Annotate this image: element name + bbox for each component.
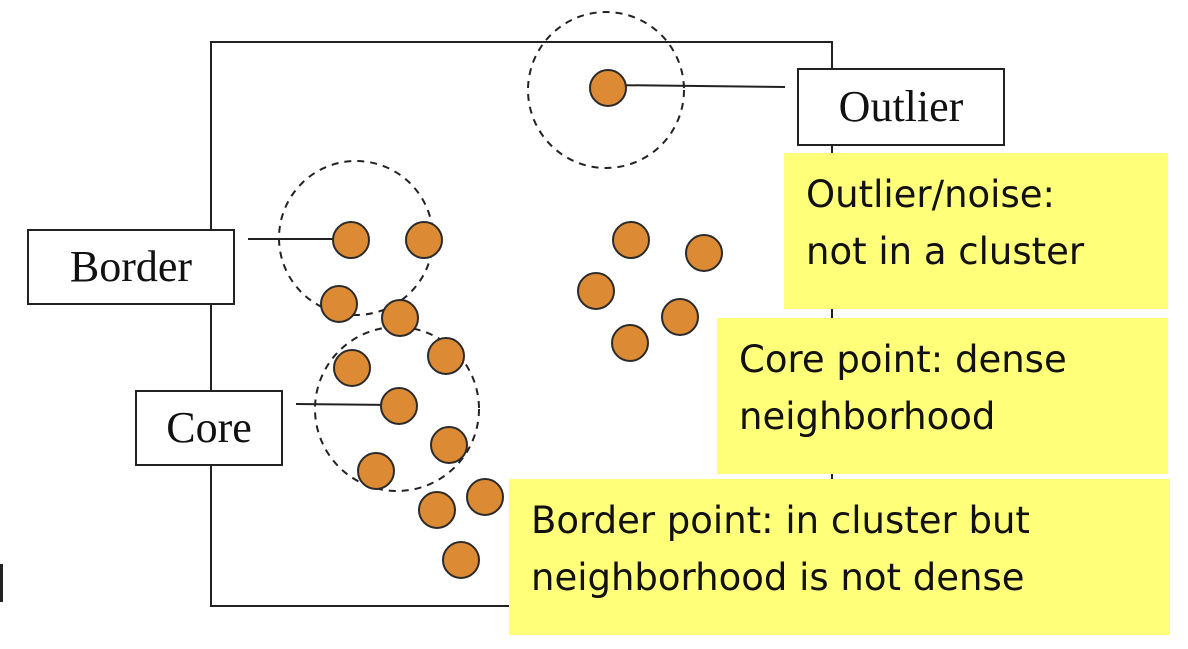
outlier-label: Outlier: [797, 68, 1005, 146]
data-point: [661, 298, 699, 336]
data-points: [320, 69, 723, 579]
outlier-leader-line: [607, 84, 786, 88]
data-point: [405, 221, 443, 259]
note-line: neighborhood: [739, 395, 996, 438]
border-point: [332, 221, 370, 259]
slide-edge-mark: [0, 564, 3, 602]
note-line: Border point: in cluster but: [531, 499, 1030, 542]
data-point: [685, 234, 723, 272]
data-point: [442, 541, 480, 579]
note-line: Core point: dense: [739, 338, 1067, 381]
outlier-definition-note: Outlier/noise: not in a cluster: [784, 153, 1168, 309]
border-label: Border: [27, 229, 235, 305]
data-point: [320, 285, 358, 323]
data-point: [612, 221, 650, 259]
core-neighborhood: [314, 326, 480, 492]
data-point: [427, 337, 465, 375]
core-definition-note: Core point: dense neighborhood: [717, 318, 1168, 474]
outlier-point: [589, 69, 627, 107]
outlier-neighborhood: [527, 11, 685, 169]
note-line: not in a cluster: [806, 230, 1085, 273]
data-point: [381, 299, 419, 337]
data-point: [418, 491, 456, 529]
data-point: [333, 349, 371, 387]
core-label: Core: [135, 390, 283, 466]
data-point: [357, 452, 395, 490]
data-point: [466, 478, 504, 516]
border-definition-note: Border point: in cluster but neighborhoo…: [509, 479, 1170, 635]
note-line: neighborhood is not dense: [531, 556, 1025, 599]
data-point: [430, 426, 468, 464]
data-point: [577, 272, 615, 310]
data-point: [611, 324, 649, 362]
note-line: Outlier/noise:: [806, 173, 1055, 216]
core-point: [380, 387, 418, 425]
